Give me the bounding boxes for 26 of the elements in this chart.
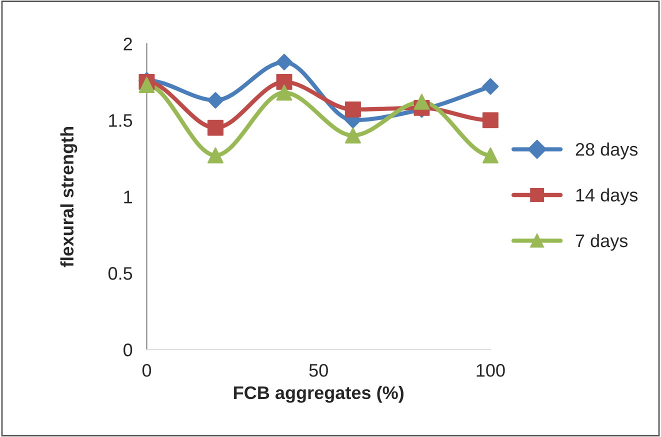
point: [414, 94, 430, 110]
point: [344, 127, 361, 144]
point: [138, 77, 155, 93]
point: [207, 92, 224, 109]
point: [482, 112, 498, 128]
legend-label: 28 days: [576, 142, 638, 160]
y-tick-label: 0: [124, 344, 132, 356]
point: [208, 120, 224, 136]
y-tick-label: 1.5: [109, 114, 132, 127]
legend-label: 14 days: [576, 188, 638, 206]
point: [482, 147, 498, 164]
point: [276, 54, 293, 70]
x-tick-label: 50: [309, 364, 328, 377]
x-tick-label: 0: [142, 364, 152, 377]
legend-label: 7 days: [576, 234, 628, 251]
y-tick-label: 2: [124, 38, 132, 50]
point: [276, 84, 292, 101]
point: [344, 101, 361, 118]
x-tick-label: 100: [476, 364, 505, 377]
point: [482, 78, 499, 95]
y-tick-label: 0.5: [108, 267, 132, 280]
y-tick-label: 1: [124, 190, 132, 204]
point: [208, 147, 224, 164]
x-axis-title: FCB aggregates (%): [234, 386, 404, 403]
y-axis-title: flexural strength: [60, 127, 78, 268]
point: [276, 74, 292, 90]
